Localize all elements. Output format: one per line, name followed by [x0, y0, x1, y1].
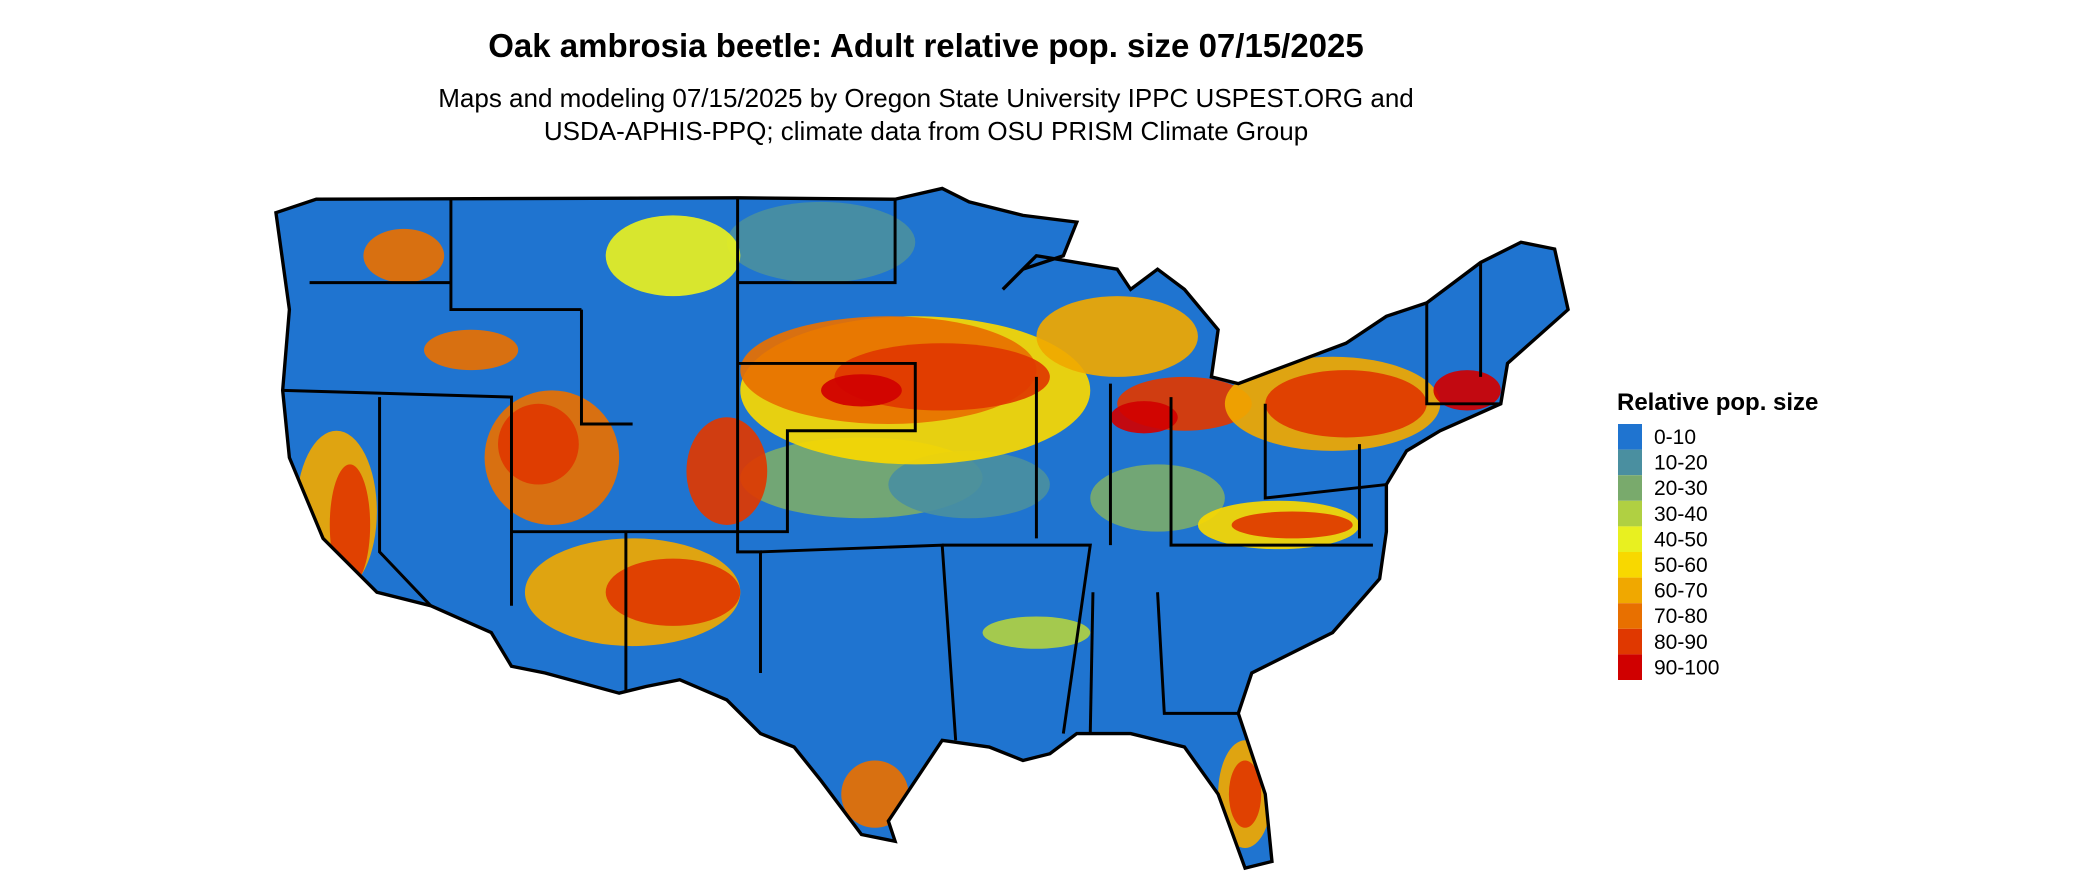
population-region	[686, 417, 768, 525]
state-border	[942, 543, 1092, 734]
state-border	[579, 309, 633, 426]
legend-swatch	[1618, 475, 1642, 501]
state-border	[736, 197, 762, 673]
legend-label: 20-30	[1654, 477, 1708, 500]
population-region	[982, 616, 1091, 649]
population-region	[1036, 296, 1198, 377]
map-fill	[275, 188, 1569, 869]
population-region	[498, 403, 579, 485]
population-region	[363, 228, 445, 283]
state-border	[1169, 397, 1373, 547]
state-border	[737, 199, 897, 285]
legend-swatch	[1618, 603, 1642, 629]
legend-label: 0-10	[1654, 426, 1696, 449]
legend-swatch	[1618, 424, 1642, 450]
population-region	[1433, 370, 1501, 411]
population-region	[1110, 401, 1178, 434]
legend-label: 30-40	[1654, 503, 1708, 526]
legend-title: Relative pop. size	[1617, 389, 1818, 416]
legend-label: 90-100	[1654, 656, 1719, 679]
legend-swatch	[1618, 552, 1642, 578]
background-region	[275, 188, 1569, 869]
state-border	[1088, 592, 1095, 734]
population-region	[1265, 370, 1427, 438]
legend-label: 60-70	[1654, 580, 1708, 603]
legend-swatch	[1618, 577, 1642, 604]
population-region	[888, 450, 1050, 519]
population-region	[841, 760, 909, 828]
legend-label: 80-90	[1654, 631, 1708, 654]
population-region	[726, 201, 916, 283]
state-border	[737, 361, 917, 534]
legend-label: 40-50	[1654, 528, 1708, 551]
state-border	[449, 199, 582, 312]
legend-swatch	[1618, 654, 1642, 680]
legend-swatch	[1618, 449, 1642, 476]
legend-label: 70-80	[1654, 605, 1708, 628]
state-border	[1156, 592, 1239, 715]
population-region	[1090, 464, 1225, 532]
legend-swatch	[1618, 500, 1642, 527]
title: Oak ambrosia beetle: Adult relative pop.…	[488, 27, 1363, 64]
state-border	[378, 397, 432, 607]
subtitle-line: USDA-APHIS-PPQ; climate data from OSU PR…	[544, 116, 1308, 146]
map	[274, 186, 1570, 870]
state-border	[1425, 302, 1501, 406]
legend-swatch	[1618, 628, 1642, 655]
state-border	[1263, 403, 1387, 500]
population-region	[1231, 511, 1353, 539]
legend-label: 10-20	[1654, 452, 1708, 475]
population-region	[605, 215, 741, 297]
legend-label: 50-60	[1654, 554, 1708, 577]
population-region	[423, 329, 519, 371]
subtitle-line: Maps and modeling 07/15/2025 by Oregon S…	[438, 83, 1414, 113]
state-border	[282, 388, 513, 606]
population-region	[605, 558, 741, 626]
population-region	[821, 374, 902, 407]
population-region	[1228, 760, 1262, 828]
legend-swatch	[1618, 526, 1642, 552]
